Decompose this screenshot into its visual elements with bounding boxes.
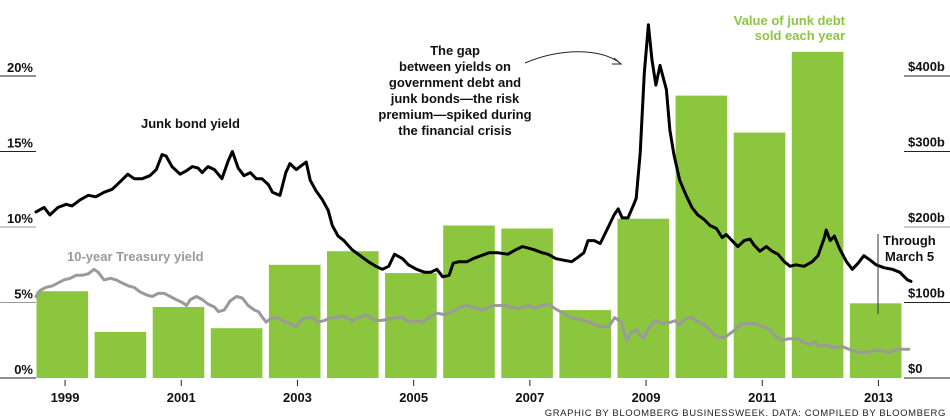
bar-2005: [385, 273, 437, 378]
right-axis: $0 $100b $200b $300b $400b: [904, 59, 950, 379]
gap-note-line-5: premium—spiked during: [378, 107, 531, 122]
treasury-line-label: 10-year Treasury yield: [67, 249, 204, 264]
bars-legend-line-1: Value of junk debt: [734, 13, 846, 28]
x-tick-label: 2001: [167, 390, 196, 405]
x-tick-label: 2011: [748, 390, 776, 405]
bar-2009: [617, 218, 670, 378]
x-tick-label: 2007: [515, 390, 544, 405]
gap-note-line-6: the financial crisis: [398, 123, 511, 138]
junk-bond-yield-line: [34, 23, 913, 283]
bar-2006: [443, 225, 495, 378]
bar-2002: [210, 328, 263, 378]
gap-note-line-2: between yields on: [399, 59, 511, 74]
gap-note-line-3: government debt and: [389, 75, 521, 90]
left-tick-label: 5%: [14, 287, 33, 302]
credit-line: GRAPHIC BY BLOOMBERG BUSINESSWEEK. DATA:…: [545, 408, 946, 419]
through-note-line-2: March 5: [885, 249, 934, 264]
bar-2000: [94, 331, 147, 378]
right-tick-label: $100b: [908, 286, 945, 301]
right-tick-label: $0: [908, 361, 922, 376]
right-tick-label: $300b: [908, 135, 945, 150]
x-tick-label: 2009: [632, 390, 661, 405]
gap-note-line-4: junk bonds—the risk: [390, 91, 520, 106]
bar-2001: [152, 307, 205, 378]
gap-arrowhead-icon: [612, 57, 623, 65]
x-tick-label: 2013: [864, 390, 893, 405]
bars-legend-line-2: sold each year: [755, 28, 845, 43]
bar-2003: [268, 264, 321, 379]
right-tick-label: $400b: [908, 59, 945, 74]
junk-line-label: Junk bond yield: [141, 116, 240, 131]
bar-1999: [36, 291, 89, 378]
left-tick-label: 15%: [7, 136, 33, 151]
gap-arrow-icon: [524, 51, 621, 64]
through-note-line-1: Through: [883, 233, 936, 248]
bars-legend: Value of junk debt sold each year: [734, 13, 846, 43]
x-axis: 1999 2001 2003 2005 2007 2009 2011 2013: [51, 380, 893, 405]
gap-note-line-1: The gap: [430, 43, 480, 58]
through-note: Through March 5: [877, 233, 936, 314]
x-tick-label: 2005: [399, 390, 428, 405]
x-tick-label: 2003: [283, 390, 312, 405]
left-tick-label: 0%: [14, 362, 33, 377]
bar-2013: [849, 303, 902, 378]
treasury-yield-line: [34, 267, 911, 354]
bar-2010: [675, 95, 728, 378]
bar-2004: [327, 251, 379, 378]
bar-2012: [791, 51, 844, 379]
gap-annotation: The gap between yields on government deb…: [378, 43, 623, 138]
x-tick-label: 1999: [51, 390, 80, 405]
left-tick-label: 20%: [7, 60, 33, 75]
left-axis: 0% 5% 10% 15% 20%: [0, 60, 36, 379]
right-tick-label: $200b: [908, 210, 945, 225]
left-tick-label: 10%: [7, 211, 33, 226]
